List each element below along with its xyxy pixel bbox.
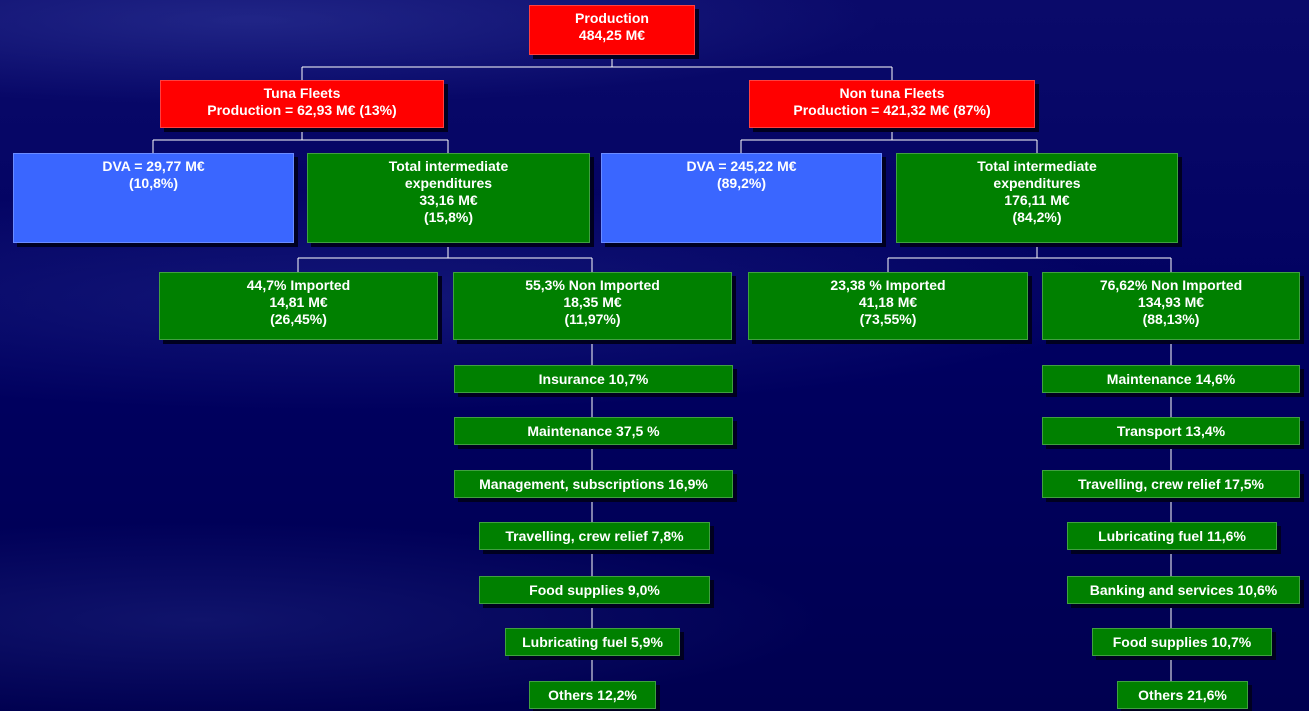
node-label: Total intermediate: [977, 158, 1097, 174]
node-label: (88,13%): [1142, 311, 1200, 327]
node-label: Insurance 10,7%: [538, 371, 649, 387]
node-box: 76,62% Non Imported 134,93 M€ (88,13%): [1042, 272, 1300, 340]
node-label: expenditures: [404, 175, 493, 191]
node-box: Maintenance 37,5 %: [454, 417, 733, 445]
node-box: Others 21,6%: [1117, 681, 1248, 709]
node-label: Lubricating fuel 5,9%: [522, 634, 663, 650]
node-label: (11,97%): [564, 311, 621, 327]
node-box: 23,38 % Imported 41,18 M€ (73,55%): [748, 272, 1028, 340]
connector: [297, 243, 593, 272]
node-box: 44,7% Imported 14,81 M€ (26,45%): [159, 272, 438, 340]
node-box: Transport 13,4%: [1042, 417, 1300, 445]
connector: [887, 243, 1172, 272]
node-box: Travelling, crew relief 17,5%: [1042, 470, 1300, 498]
node-label: expenditures: [993, 175, 1081, 191]
node-label: Food supplies 9,0%: [529, 582, 660, 598]
node-box: Maintenance 14,6%: [1042, 365, 1300, 393]
node-label: Transport 13,4%: [1116, 423, 1226, 439]
node-box: Others 12,2%: [529, 681, 656, 709]
node-box: DVA = 245,22 M€ (89,2%): [601, 153, 882, 243]
node-box: Tuna Fleets Production = 62,93 M€ (13%): [160, 80, 444, 128]
node-label: Non tuna Fleets: [839, 85, 945, 101]
connector: [152, 128, 449, 153]
node-label: 176,11 M€: [1004, 192, 1070, 208]
node-box: Food supplies 9,0%: [479, 576, 710, 604]
node-box: Non tuna Fleets Production = 421,32 M€ (8…: [749, 80, 1035, 128]
node-label: 41,18 M€: [858, 294, 918, 310]
connector: [301, 55, 893, 80]
node-label: Lubricating fuel 11,6%: [1098, 528, 1246, 544]
node-label: 23,38 % Imported: [830, 277, 946, 293]
node-label: 76,62% Non Imported: [1099, 277, 1243, 293]
node-label: DVA = 29,77 M€: [102, 158, 205, 174]
node-box: Total intermediate expenditures 176,11 M€(…: [896, 153, 1178, 243]
node-label: Production = 421,32 M€ (87%): [793, 102, 991, 118]
node-box: Banking and services 10,6%: [1067, 576, 1300, 604]
node-label: (89,2%): [716, 175, 767, 191]
node-label: 44,7% Imported: [246, 277, 351, 293]
node-label: 55,3% Non Imported: [525, 277, 660, 293]
node-label: Production = 62,93 M€ (13%): [207, 102, 397, 118]
node-box: Lubricating fuel 11,6%: [1067, 522, 1277, 550]
node-label: Food supplies 10,7%: [1112, 634, 1252, 650]
node-label: 18,35 M€: [563, 294, 622, 310]
node-label: Management, subscriptions 16,9%: [479, 476, 708, 492]
node-box: Travelling, crew relief 7,8%: [479, 522, 710, 550]
node-label: Total intermediate: [388, 158, 509, 174]
node-box: DVA = 29,77 M€ (10,8%): [13, 153, 294, 243]
node-label: Maintenance 14,6%: [1106, 371, 1236, 387]
node-box: Total intermediate expenditures 33,16 M€ (1…: [307, 153, 590, 243]
node-label: 33,16 M€: [419, 192, 478, 208]
node-label: (10,8%): [128, 175, 179, 191]
node-label: Maintenance 37,5 %: [527, 423, 660, 439]
node-label: Others 12,2%: [548, 687, 637, 703]
node-box: Production 484,25 M€: [529, 5, 695, 55]
connector: [740, 128, 1038, 153]
node-label: (73,55%): [859, 311, 917, 327]
node-label: (26,45%): [270, 311, 327, 327]
node-label: 14,81 M€: [269, 294, 328, 310]
node-label: Banking and services 10,6%: [1089, 582, 1278, 598]
node-label: Others 21,6%: [1138, 687, 1227, 703]
node-label: Production: [575, 10, 649, 26]
node-label: DVA = 245,22 M€: [686, 158, 797, 174]
node-box: Lubricating fuel 5,9%: [505, 628, 680, 656]
node-label: Tuna Fleets: [263, 85, 341, 101]
node-label: (84,2%): [1012, 209, 1062, 225]
node-box: Food supplies 10,7%: [1092, 628, 1272, 656]
node-label: (15,8%): [423, 209, 474, 225]
node-label: Travelling, crew relief 7,8%: [505, 528, 684, 544]
node-box: 55,3% Non Imported 18,35 M€ (11,97%): [453, 272, 732, 340]
node-box: Management, subscriptions 16,9%: [454, 470, 733, 498]
node-label: 134,93 M€: [1137, 294, 1205, 310]
node-label: 484,25 M€: [578, 27, 646, 43]
node-label: Travelling, crew relief 17,5%: [1078, 476, 1264, 492]
node-box: Insurance 10,7%: [454, 365, 733, 393]
